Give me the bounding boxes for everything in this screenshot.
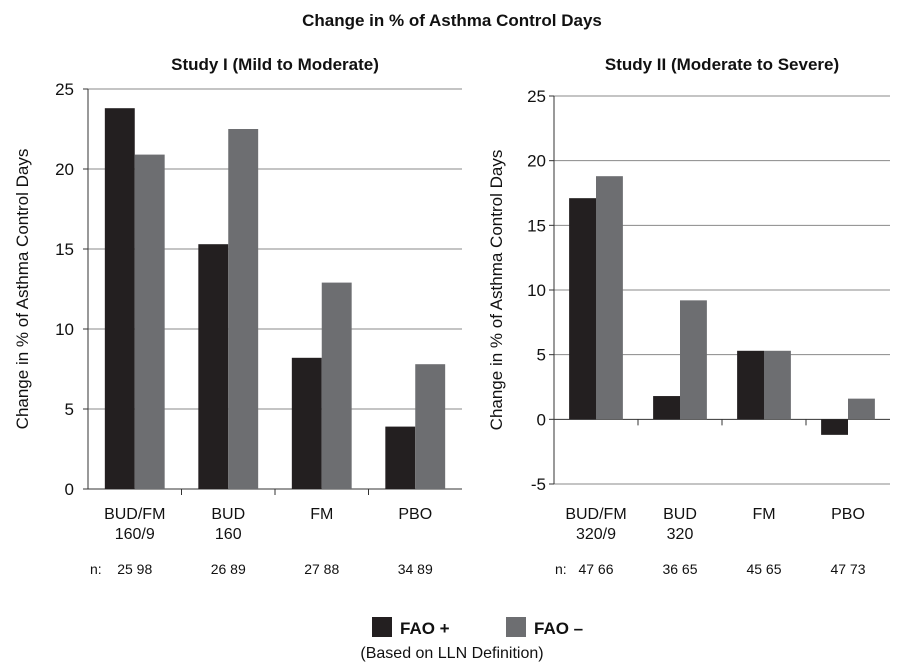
bar-fao-minus — [596, 176, 623, 420]
bar-fao-minus — [764, 350, 791, 420]
bar-fao-minus — [848, 398, 875, 420]
y-tick-label: 0 — [537, 410, 546, 429]
figure-title: Change in % of Asthma Control Days — [302, 11, 602, 30]
bar-fao-plus — [569, 198, 596, 420]
n-label: 36 65 — [662, 561, 697, 577]
bar-fao-minus — [228, 129, 259, 489]
bar-fao-plus — [385, 426, 416, 489]
y-tick-label: 15 — [55, 240, 74, 259]
panel-title: Study II (Moderate to Severe) — [605, 55, 839, 74]
y-tick-label: 5 — [65, 400, 74, 419]
bar-fao-minus — [680, 300, 707, 420]
n-label: 27 88 — [304, 561, 339, 577]
n-prefix: n: — [555, 561, 567, 577]
x-tick-label: FM — [310, 506, 333, 523]
legend: FAO + FAO – (Based on LLN Definition) — [360, 617, 583, 662]
x-tick-label: FM — [752, 506, 775, 523]
bar-fao-plus — [821, 419, 848, 435]
x-tick-label: PBO — [398, 506, 432, 523]
y-axis-label: Change in % of Asthma Control Days — [13, 149, 32, 430]
y-tick-label: 25 — [55, 80, 74, 99]
bar-fao-plus — [291, 357, 322, 489]
n-label: 26 89 — [211, 561, 246, 577]
bar-fao-plus — [104, 108, 135, 489]
y-tick-label: 20 — [55, 160, 74, 179]
y-tick-label: 10 — [527, 281, 546, 300]
n-label: 25 98 — [117, 561, 152, 577]
x-tick-label: BUD/FM 320/9 — [565, 506, 626, 543]
legend-label-fao-minus: FAO – — [534, 619, 583, 638]
panel-title: Study I (Mild to Moderate) — [171, 55, 379, 74]
bar-fao-minus — [415, 364, 446, 489]
bar-fao-plus — [198, 244, 229, 489]
bar-fao-minus — [321, 282, 352, 489]
bar-fao-plus — [737, 350, 764, 420]
legend-swatch-fao-plus — [372, 617, 392, 637]
y-tick-label: 5 — [537, 346, 546, 365]
bar-fao-minus — [134, 154, 165, 489]
x-tick-label: BUD 160 — [211, 506, 245, 543]
legend-swatch-fao-minus — [506, 617, 526, 637]
n-label: 45 65 — [746, 561, 781, 577]
y-axis-label: Change in % of Asthma Control Days — [487, 150, 506, 431]
bar-fao-plus — [653, 396, 680, 420]
y-tick-label: 0 — [65, 480, 74, 499]
y-tick-label: 10 — [55, 320, 74, 339]
n-prefix: n: — [90, 561, 102, 577]
x-tick-label: PBO — [831, 506, 865, 523]
y-tick-label: 15 — [527, 216, 546, 235]
n-label: 47 66 — [578, 561, 613, 577]
legend-label-fao-plus: FAO + — [400, 619, 450, 638]
y-tick-label: 25 — [527, 87, 546, 106]
x-tick-label: BUD/FM 160/9 — [104, 506, 165, 543]
legend-note: (Based on LLN Definition) — [360, 645, 543, 662]
y-tick-label: 20 — [527, 152, 546, 171]
n-label: 34 89 — [398, 561, 433, 577]
study-2-panel: Study II (Moderate to Severe) Change in %… — [487, 55, 890, 577]
n-label: 47 73 — [830, 561, 865, 577]
study-1-panel: Study I (Mild to Moderate) Change in % of… — [13, 55, 462, 577]
x-tick-label: BUD 320 — [663, 506, 697, 543]
y-tick-label: -5 — [531, 475, 546, 494]
